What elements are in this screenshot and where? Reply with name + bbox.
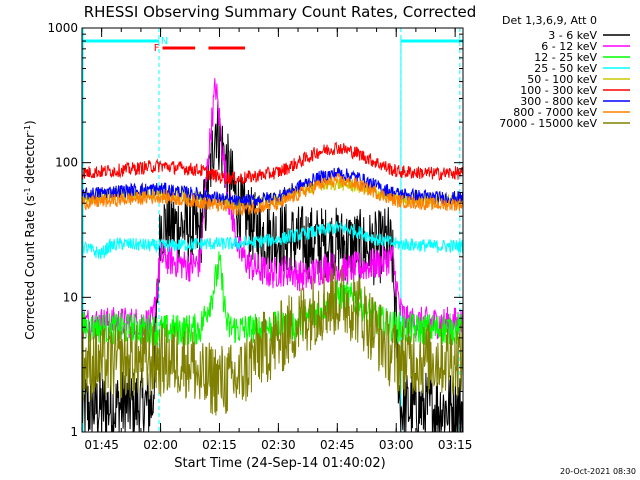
legend-label: 300 - 800 keV <box>520 95 597 108</box>
x-tick-label: 02:30 <box>261 438 296 452</box>
y-tick-label: 1000 <box>47 21 78 35</box>
x-tick-label: 03:00 <box>379 438 414 452</box>
plot-frame <box>81 27 464 433</box>
x-tick-label: 01:45 <box>84 438 119 452</box>
series-line-100-300-kev <box>81 141 464 186</box>
legend-label: 12 - 25 keV <box>534 51 597 64</box>
legend-label: 25 - 50 keV <box>534 62 597 75</box>
series-line-6-12-kev <box>81 78 464 340</box>
chart-title: RHESSI Observing Summary Count Rates, Co… <box>84 3 477 21</box>
y-tick-label: 10 <box>63 290 78 304</box>
series-lines <box>81 78 464 433</box>
legend-label: 50 - 100 keV <box>527 73 597 86</box>
y-tick-label: 1 <box>70 425 78 439</box>
x-axis: 01:45 02:00 02:15 02:30 02:45 03:00 03:15 <box>84 28 472 452</box>
legend-label: 800 - 7000 keV <box>513 106 597 119</box>
x-tick-label: 02:00 <box>143 438 178 452</box>
x-tick-label: 03:15 <box>438 438 473 452</box>
x-tick-label: 02:45 <box>320 438 355 452</box>
legend-label: 100 - 300 keV <box>520 84 597 97</box>
series-line-3-6-kev <box>81 100 464 433</box>
series-line-25-50-kev <box>81 221 464 260</box>
legend-header: Det 1,3,6,9, Att 0 <box>502 14 597 27</box>
legend-label: 7000 - 15000 keV <box>499 117 597 130</box>
y-axis: 1 10 100 1000 <box>47 21 463 439</box>
legend-label: 3 - 6 keV <box>548 29 597 42</box>
legend-label: 6 - 12 keV <box>541 40 597 53</box>
x-tick-label: 02:15 <box>202 438 237 452</box>
flag-bars: FN <box>82 36 463 54</box>
series-line-7000-15000-kev <box>81 262 464 416</box>
y-axis-label: Corrected Count Rate (s-1 detector-1) <box>23 120 38 339</box>
flag-marker-label-f: F <box>154 43 160 54</box>
flag-marker-label-n: N <box>161 36 168 47</box>
x-axis-label: Start Time (24-Sep-14 01:40:02) <box>174 456 385 471</box>
y-tick-label: 100 <box>55 156 78 170</box>
footer-timestamp: 20-Oct-2021 08:30 <box>560 467 636 476</box>
series-line-800-7000-kev <box>81 172 464 216</box>
